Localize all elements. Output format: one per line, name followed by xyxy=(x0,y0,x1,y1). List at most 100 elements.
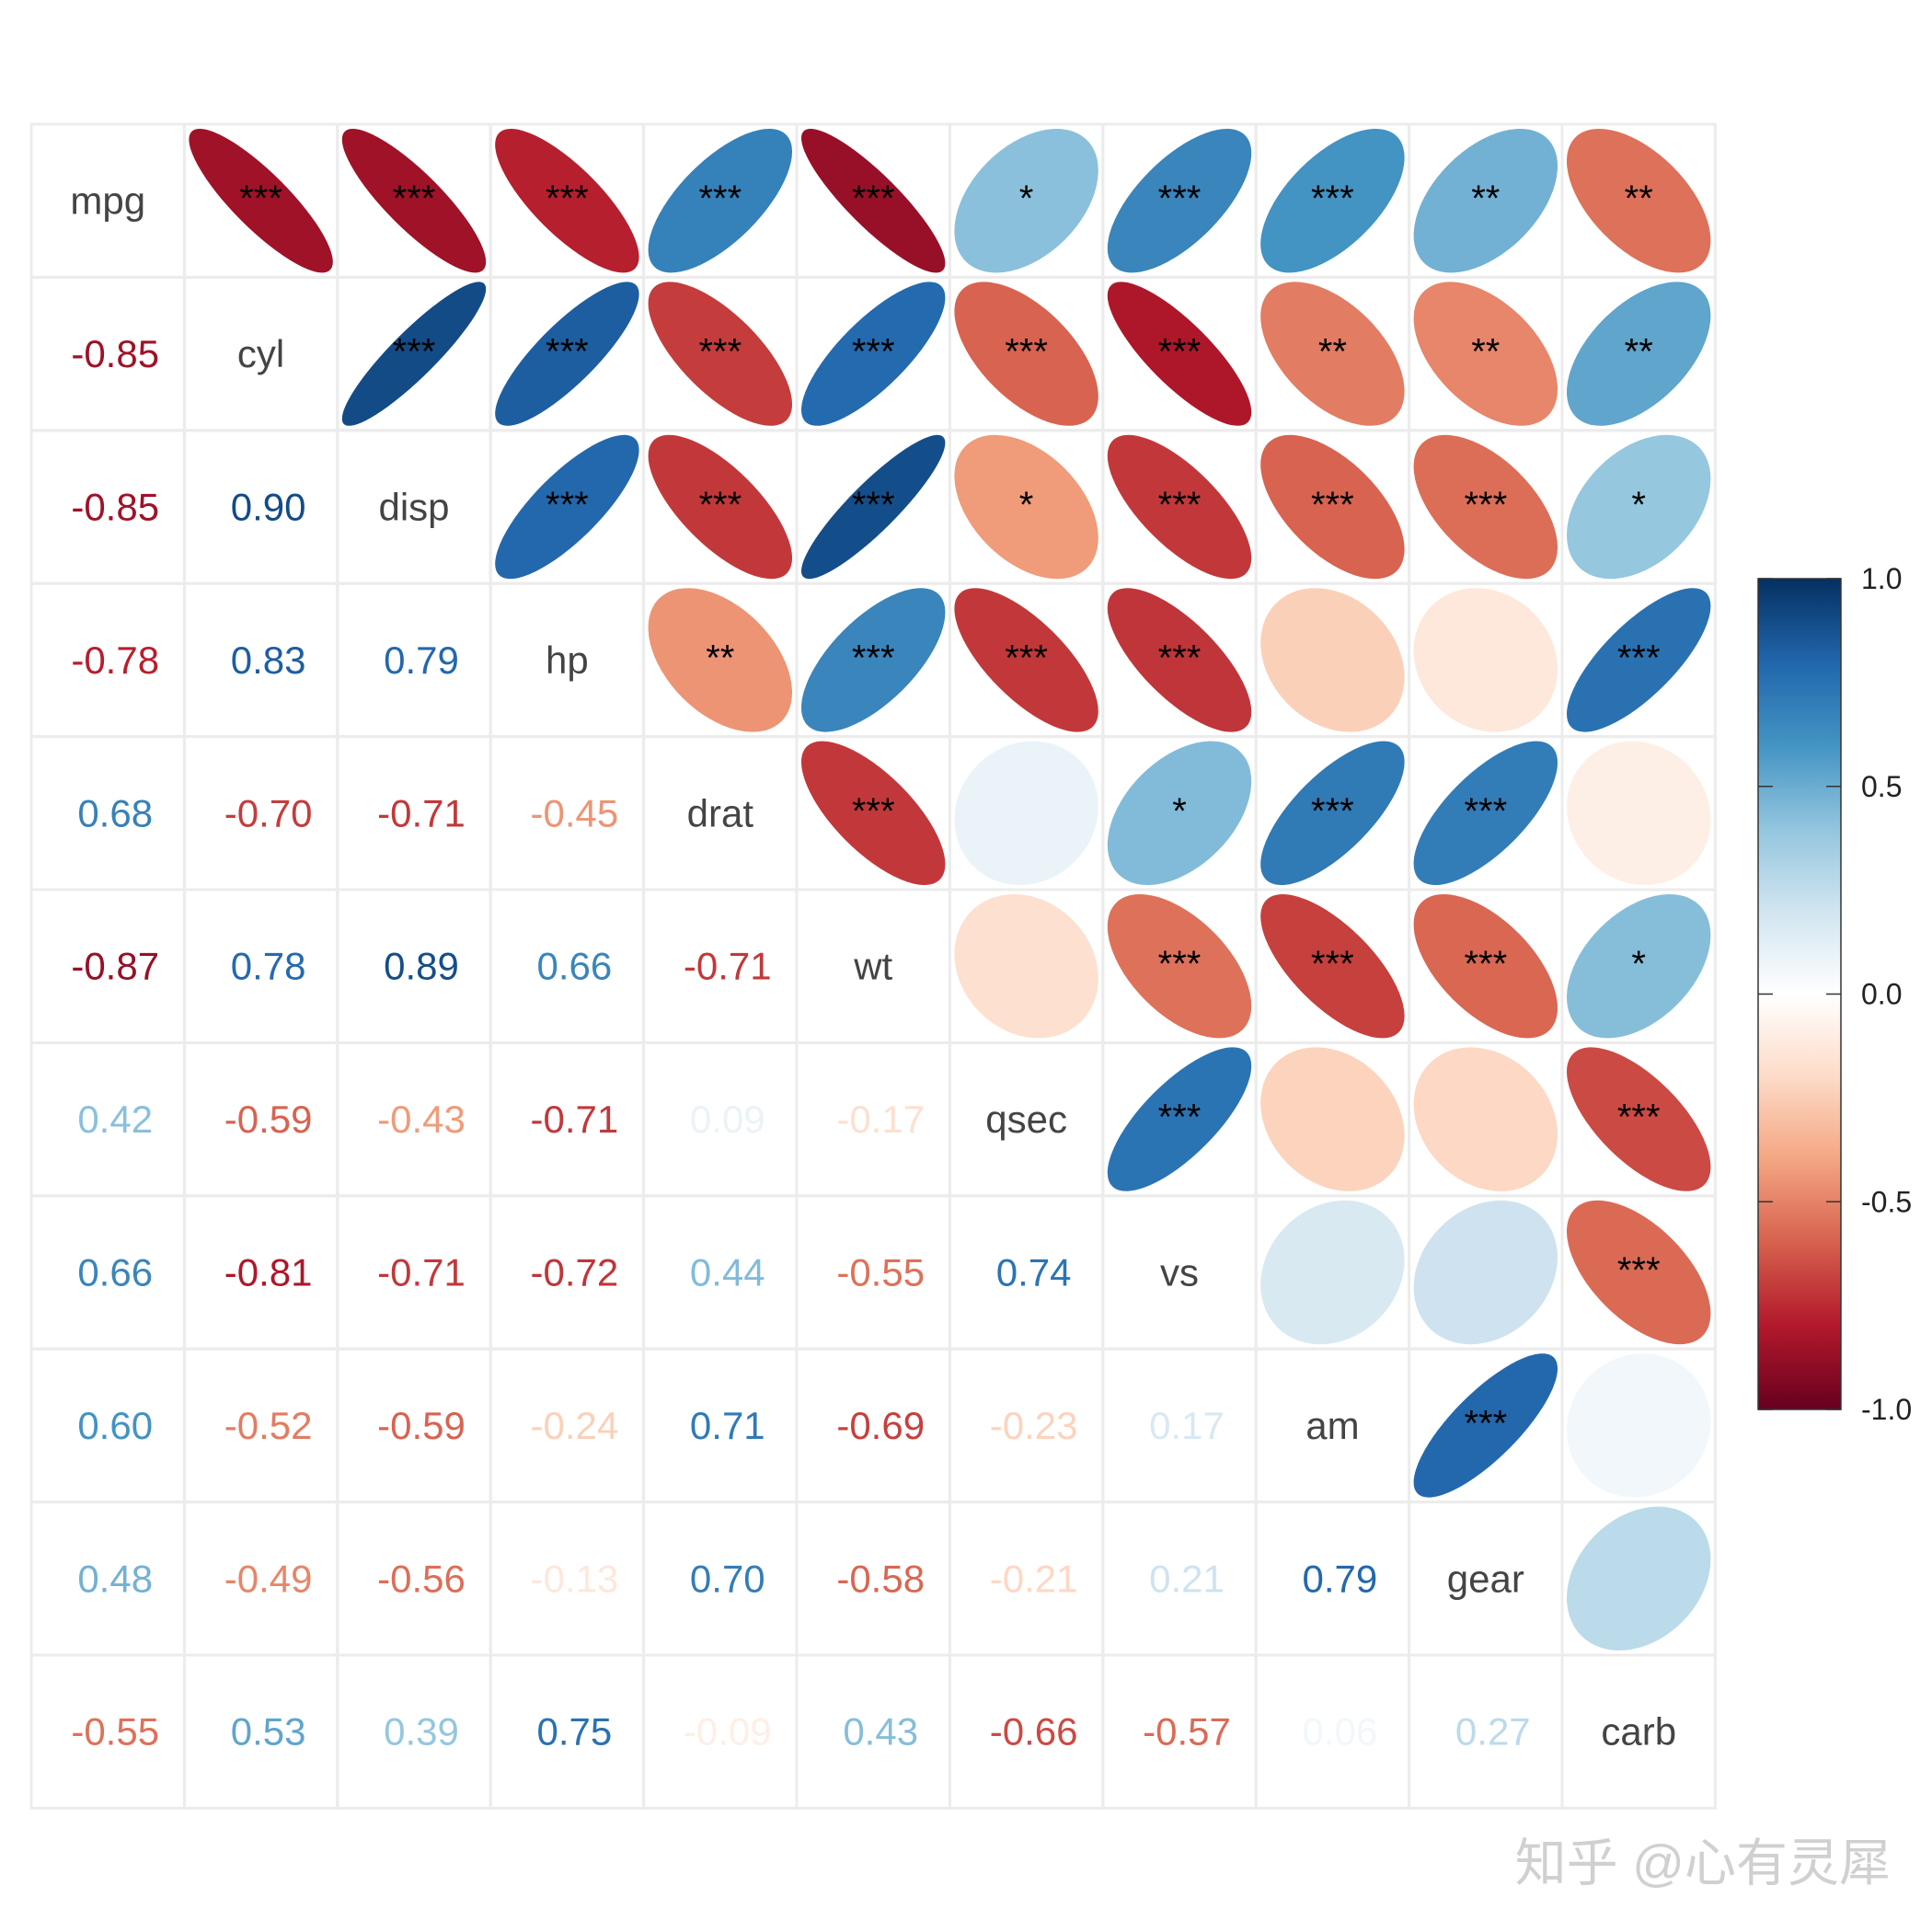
coefficient-label: -0.13 xyxy=(531,1557,619,1600)
significance-stars: ** xyxy=(706,638,734,678)
significance-stars: *** xyxy=(1617,1250,1661,1291)
significance-stars: *** xyxy=(393,332,436,373)
significance-stars: * xyxy=(1631,485,1646,525)
coefficient-label: 0.60 xyxy=(77,1404,153,1447)
coefficient-label: 0.89 xyxy=(384,945,459,988)
significance-stars: *** xyxy=(393,178,436,219)
significance-stars: *** xyxy=(1311,791,1354,832)
coefficient-label: -0.23 xyxy=(990,1404,1078,1447)
significance-stars: *** xyxy=(546,485,589,525)
variable-label: disp xyxy=(378,486,449,529)
correlation-ellipse xyxy=(1566,893,1711,1039)
coefficient-label: -0.59 xyxy=(377,1404,466,1447)
coefficient-label: 0.39 xyxy=(384,1710,459,1754)
variable-label: mpg xyxy=(70,179,145,223)
coefficient-label: 0.43 xyxy=(843,1710,918,1754)
correlation-ellipse xyxy=(495,434,639,580)
coefficient-label: -0.17 xyxy=(836,1098,925,1141)
correlation-ellipse xyxy=(1413,128,1558,273)
variable-label: am xyxy=(1305,1404,1359,1447)
significance-stars: *** xyxy=(1464,1403,1507,1443)
variable-label: gear xyxy=(1447,1557,1524,1600)
correlation-ellipse xyxy=(495,282,639,426)
correlation-ellipse xyxy=(1107,893,1252,1039)
coefficient-label: -0.81 xyxy=(224,1251,313,1294)
correlation-ellipse xyxy=(1107,741,1252,886)
coefficient-label: -0.71 xyxy=(684,945,772,988)
correlation-ellipse xyxy=(648,128,793,273)
coefficient-label: -0.85 xyxy=(71,332,159,375)
correlation-ellipse xyxy=(1566,1047,1711,1191)
variable-label: carb xyxy=(1601,1710,1676,1754)
correlation-ellipse xyxy=(954,128,1098,273)
correlation-ellipse xyxy=(1566,741,1711,886)
coefficient-label: -0.43 xyxy=(377,1098,466,1141)
coefficient-label: -0.69 xyxy=(836,1404,925,1447)
coefficient-label: 0.78 xyxy=(231,945,306,988)
correlation-ellipse xyxy=(1413,434,1558,580)
significance-stars: *** xyxy=(546,178,589,219)
correlation-ellipse xyxy=(1413,1200,1558,1345)
correlation-ellipse xyxy=(189,128,333,273)
coefficient-label: 0.42 xyxy=(77,1098,153,1141)
significance-stars: *** xyxy=(1005,638,1048,678)
correlation-ellipse xyxy=(800,588,946,732)
significance-stars: *** xyxy=(852,332,895,373)
significance-stars: *** xyxy=(698,485,742,525)
correlation-ellipse xyxy=(341,128,487,273)
coefficient-label: 0.06 xyxy=(1303,1710,1378,1754)
correlation-ellipse xyxy=(1413,588,1558,732)
correlation-ellipse xyxy=(1260,1047,1405,1191)
variable-label: qsec xyxy=(985,1098,1067,1141)
colorbar-tick-label: 0.0 xyxy=(1861,978,1902,1011)
significance-stars: *** xyxy=(1311,485,1354,525)
coefficient-label: -0.58 xyxy=(836,1557,925,1600)
coefficient-label: 0.79 xyxy=(384,638,459,682)
coefficient-label: 0.21 xyxy=(1149,1557,1225,1600)
correlation-ellipse xyxy=(1107,128,1252,273)
coefficient-label: -0.66 xyxy=(990,1710,1078,1754)
correlation-ellipse xyxy=(1260,588,1405,732)
variable-label: vs xyxy=(1160,1251,1199,1294)
correlation-ellipse xyxy=(1413,741,1558,886)
colorbar-tick-label: 1.0 xyxy=(1861,562,1902,595)
correlation-ellipse xyxy=(1260,893,1405,1039)
coefficient-label: -0.49 xyxy=(224,1557,313,1600)
significance-stars: ** xyxy=(1625,332,1653,373)
significance-stars: * xyxy=(1019,178,1034,219)
variable-label: drat xyxy=(687,791,754,834)
correlation-ellipse xyxy=(954,741,1098,886)
significance-stars: *** xyxy=(1158,485,1202,525)
correlation-ellipse xyxy=(1260,741,1405,886)
correlation-ellipse xyxy=(1107,282,1252,426)
correlation-ellipse xyxy=(1566,282,1711,426)
significance-stars: *** xyxy=(1311,944,1354,984)
coefficient-label: 0.27 xyxy=(1455,1710,1531,1754)
significance-stars: *** xyxy=(852,485,895,525)
significance-stars: *** xyxy=(546,332,589,373)
coefficient-label: 0.75 xyxy=(537,1710,613,1754)
significance-stars: ** xyxy=(1318,332,1347,373)
correlation-ellipse xyxy=(1413,282,1558,426)
coefficient-label: 0.71 xyxy=(690,1404,765,1447)
correlation-ellipse xyxy=(1566,1353,1711,1498)
colorbar-tick-label: 0.5 xyxy=(1861,770,1902,803)
coefficient-label: -0.24 xyxy=(531,1404,619,1447)
cell-border xyxy=(1560,1653,1717,1810)
correlation-ellipse xyxy=(954,893,1098,1039)
correlation-ellipse xyxy=(648,282,793,426)
significance-stars: ** xyxy=(1625,178,1653,219)
coefficient-label: -0.09 xyxy=(684,1710,772,1754)
coefficient-label: 0.68 xyxy=(77,791,153,834)
correlation-ellipse xyxy=(1260,282,1405,426)
coefficient-label: -0.71 xyxy=(377,1251,466,1294)
significance-stars: *** xyxy=(1158,944,1202,984)
correlation-ellipse xyxy=(1107,434,1252,580)
variable-label: hp xyxy=(546,638,589,682)
significance-stars: *** xyxy=(852,791,895,832)
significance-stars: * xyxy=(1172,791,1187,832)
correlation-ellipse xyxy=(800,128,946,273)
coefficient-label: -0.59 xyxy=(224,1098,313,1141)
correlation-ellipse xyxy=(495,128,639,273)
